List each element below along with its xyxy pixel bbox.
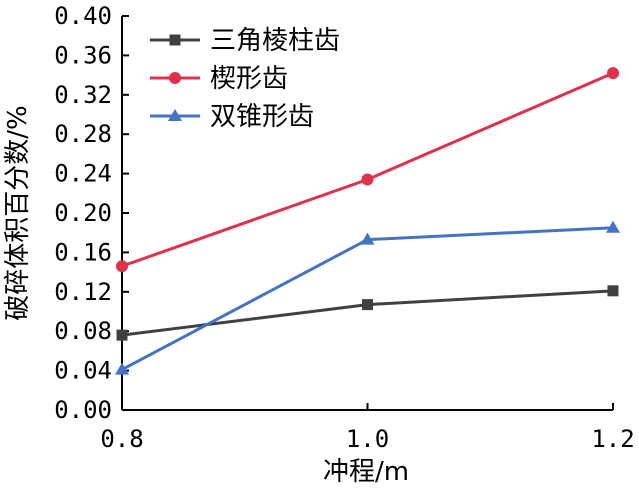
data-point — [606, 220, 620, 233]
series-line — [121, 226, 614, 371]
data-point — [360, 232, 375, 245]
y-tick-label: 0.20 — [54, 199, 112, 227]
y-tick-label: 0.16 — [54, 238, 112, 266]
axes — [121, 16, 613, 411]
legend-label: 楔形齿 — [210, 64, 288, 94]
y-tick-label: 0.12 — [54, 278, 112, 306]
series-line — [121, 289, 614, 337]
data-point — [361, 173, 374, 186]
legend-label: 三角棱柱齿 — [210, 26, 340, 56]
data-point — [362, 299, 373, 311]
x-tick-label: 1.2 — [591, 425, 634, 453]
x-axis-title: 冲程/m — [323, 457, 409, 487]
y-tick-label: 0.32 — [54, 81, 112, 109]
legend-item: 楔形齿 — [150, 64, 288, 94]
legend-marker — [169, 34, 181, 46]
series-layer — [115, 67, 620, 375]
data-point — [115, 362, 129, 375]
legend-marker — [169, 72, 181, 84]
y-tick-label: 0.40 — [54, 2, 112, 30]
x-ticks: 0.8 1.0 1.2 — [100, 403, 635, 453]
y-tick-label: 0.24 — [54, 160, 112, 188]
y-tick-label: 0.00 — [54, 396, 112, 424]
y-tick-label: 0.28 — [54, 120, 112, 148]
data-point — [116, 260, 128, 273]
series-3 — [115, 220, 620, 375]
legend-label: 双锥形齿 — [210, 102, 314, 132]
legend-item: 双锥形齿 — [150, 102, 314, 132]
legend-item: 三角棱柱齿 — [150, 26, 340, 56]
y-tick-label: 0.36 — [54, 41, 112, 69]
legend-marker — [168, 109, 182, 121]
data-point — [607, 285, 619, 297]
x-tick-label: 1.0 — [346, 425, 389, 453]
x-tick-label: 0.8 — [100, 425, 143, 453]
y-tick-label: 0.04 — [54, 357, 112, 385]
data-point — [116, 329, 128, 341]
series-2 — [116, 67, 619, 273]
y-tick-label: 0.08 — [54, 317, 112, 345]
data-point — [607, 67, 619, 80]
y-ticks: 0.00 0.04 0.08 0.12 0.16 0.20 0.24 0.28 0.32 0.36… — [54, 2, 129, 424]
y-axis-title: 破碎体积百分数/% — [3, 105, 33, 320]
